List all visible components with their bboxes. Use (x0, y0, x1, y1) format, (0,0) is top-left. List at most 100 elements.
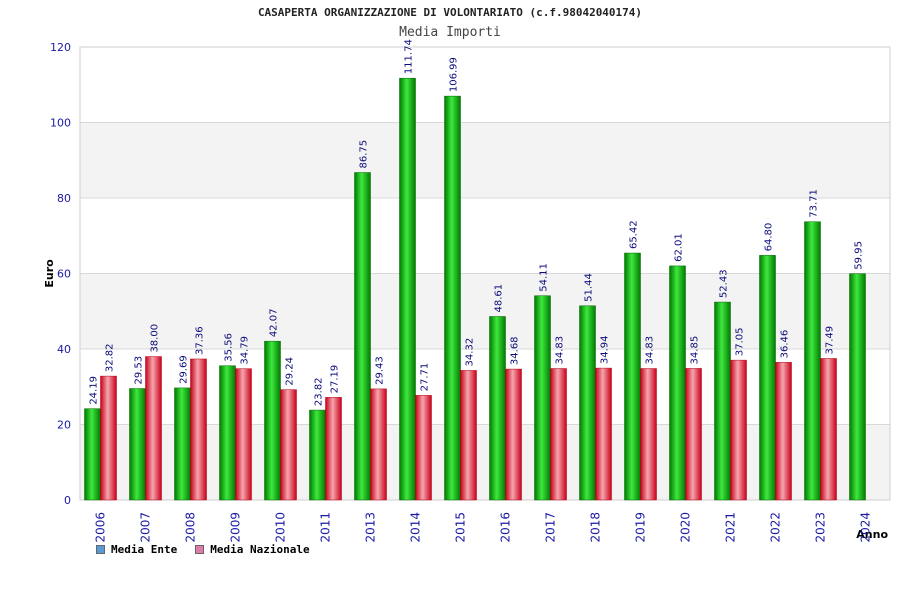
y-axis-label: Euro (43, 259, 56, 288)
bar-media-nazionale (145, 356, 162, 501)
y-tick-label: 20 (57, 419, 71, 432)
data-label: 52.43 (719, 269, 730, 298)
data-label: 23.82 (314, 377, 325, 406)
data-label: 34.85 (690, 336, 701, 365)
grid-band (80, 349, 890, 425)
data-label: 29.53 (134, 356, 145, 385)
x-tick-label: 2016 (499, 512, 513, 543)
x-tick-label: 2014 (409, 512, 423, 543)
y-tick-label: 120 (50, 41, 71, 54)
bar-media-nazionale (415, 395, 432, 501)
bar-media-nazionale (595, 367, 612, 501)
y-tick-label: 0 (64, 494, 71, 507)
data-label: 34.32 (465, 338, 476, 367)
y-tick-label: 100 (50, 117, 71, 130)
bar-media-nazionale (460, 370, 477, 501)
bar-media-ente (399, 77, 416, 501)
legend-item-media-nazionale: Media Nazionale (195, 543, 310, 556)
legend-swatch-media-nazionale (195, 545, 205, 554)
x-tick-label: 2021 (724, 512, 738, 543)
legend-swatch-media-ente (96, 545, 105, 554)
x-tick-label: 2022 (769, 512, 783, 543)
bar-media-ente (849, 273, 866, 501)
data-label: 37.36 (195, 326, 206, 355)
data-label: 54.11 (539, 263, 550, 292)
data-label: 29.24 (285, 357, 296, 386)
data-label: 73.71 (809, 189, 820, 218)
data-label: 86.75 (359, 140, 370, 169)
data-label: 106.99 (449, 57, 460, 92)
grid-band (80, 198, 890, 274)
x-tick-label: 2019 (634, 512, 648, 543)
data-label: 35.56 (224, 333, 235, 362)
bar-media-ente (804, 221, 821, 501)
data-label: 38.00 (150, 324, 161, 353)
x-tick-label: 2008 (184, 512, 198, 543)
legend-item-media-ente: Media Ente (96, 543, 177, 556)
bar-media-nazionale (775, 362, 792, 501)
bar-media-ente (219, 365, 236, 501)
data-label: 29.69 (179, 355, 190, 384)
bar-media-ente (759, 255, 776, 501)
y-tick-label: 60 (57, 268, 71, 281)
data-label: 34.94 (600, 335, 611, 364)
data-label: 59.95 (854, 241, 865, 270)
bar-media-ente (84, 408, 101, 501)
bar-media-ente (264, 340, 281, 501)
data-label: 29.43 (375, 356, 386, 385)
x-tick-label: 2006 (94, 512, 108, 543)
legend-label-media-nazionale: Media Nazionale (210, 543, 310, 556)
data-label: 64.80 (764, 223, 775, 252)
grid-band (80, 273, 890, 349)
bar-media-nazionale (325, 397, 342, 501)
grid-band (80, 47, 890, 123)
x-tick-label: 2018 (589, 512, 603, 543)
bar-media-nazionale (550, 368, 567, 501)
data-label: 36.46 (780, 330, 791, 359)
bar-media-nazionale (100, 375, 117, 501)
bar-media-nazionale (505, 368, 522, 501)
bar-media-nazionale (640, 368, 657, 501)
bar-media-ente (624, 252, 641, 501)
bar-media-ente (534, 295, 551, 501)
bar-media-nazionale (730, 359, 747, 501)
x-tick-label: 2007 (139, 512, 153, 543)
data-label: 37.49 (825, 326, 836, 355)
data-label: 42.07 (269, 309, 280, 338)
data-label: 48.61 (494, 284, 505, 313)
data-label: 65.42 (629, 220, 640, 249)
bar-media-ente (174, 387, 191, 501)
x-tick-label: 2010 (274, 512, 288, 543)
data-label: 111.74 (404, 39, 415, 74)
data-label: 34.68 (510, 336, 521, 365)
data-label: 24.19 (89, 376, 100, 405)
legend: Media Ente Media Nazionale (96, 543, 310, 556)
bar-media-nazionale (190, 358, 207, 501)
x-tick-label: 2009 (229, 512, 243, 543)
data-label: 62.01 (674, 233, 685, 262)
grid-band (80, 122, 890, 198)
data-label: 27.19 (330, 365, 341, 394)
x-tick-label: 2015 (454, 512, 468, 543)
bar-media-ente (669, 265, 686, 501)
grid-band (80, 424, 890, 500)
bar-media-ente (309, 409, 326, 501)
plot-border (79, 46, 891, 501)
bar-media-ente (714, 301, 731, 501)
bar-media-ente (444, 95, 461, 501)
x-tick-label: 2023 (814, 512, 828, 543)
bar-media-ente (579, 305, 596, 501)
y-tick-label: 40 (57, 343, 71, 356)
bar-media-nazionale (685, 368, 702, 501)
bar-media-nazionale (280, 389, 297, 501)
chart-title: CASAPERTA ORGANIZZAZIONE DI VOLONTARIATO… (257, 6, 643, 19)
legend-label-media-ente: Media Ente (111, 543, 178, 556)
data-label: 32.82 (105, 343, 116, 372)
bar-media-ente (354, 172, 371, 501)
data-label: 34.83 (555, 336, 566, 365)
data-label: 34.79 (240, 336, 251, 365)
bar-media-nazionale (235, 368, 252, 501)
x-tick-label: 2017 (544, 512, 558, 543)
